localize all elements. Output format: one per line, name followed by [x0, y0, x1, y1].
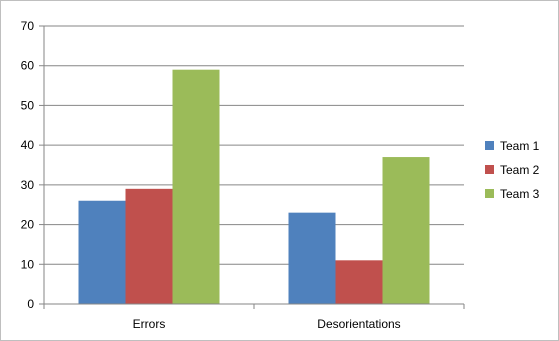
- x-tick-label: Desorientations: [317, 317, 400, 331]
- bar: [125, 188, 173, 304]
- y-axis-ticks: 0 10 20 30 40 50 60 70: [21, 19, 44, 311]
- y-tick-label: 50: [21, 98, 35, 112]
- legend-label: Team 2: [500, 163, 540, 177]
- y-tick-label: 10: [21, 257, 35, 271]
- bar: [78, 200, 126, 304]
- y-tick-label: 70: [21, 19, 35, 33]
- legend-swatch: [485, 189, 494, 198]
- bar: [288, 212, 336, 304]
- x-tick-label: Errors: [133, 317, 166, 331]
- bar: [335, 260, 383, 304]
- bar: [382, 157, 430, 304]
- y-tick-label: 20: [21, 218, 35, 232]
- y-tick-label: 30: [21, 178, 35, 192]
- legend-label: Team 1: [500, 139, 540, 153]
- legend-swatch: [485, 165, 494, 174]
- legend: Team 1 Team 2 Team 3: [485, 139, 540, 201]
- legend-label: Team 3: [500, 187, 540, 201]
- legend-swatch: [485, 141, 494, 150]
- bar: [172, 69, 220, 304]
- y-tick-label: 0: [27, 297, 34, 311]
- y-tick-label: 60: [21, 59, 35, 73]
- bars: [78, 69, 430, 304]
- x-axis-ticks: Errors Desorientations: [43, 304, 465, 331]
- y-tick-label: 40: [21, 138, 35, 152]
